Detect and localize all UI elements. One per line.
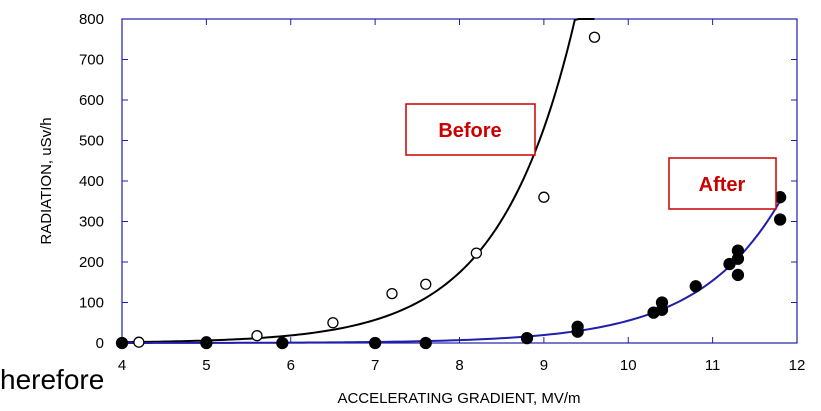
- data-point-after: [731, 244, 745, 257]
- data-point-after: [655, 296, 669, 309]
- data-point-after: [200, 336, 213, 350]
- data-point-before: [386, 287, 398, 300]
- y-tick-label: 200: [79, 254, 104, 271]
- data-point-after: [773, 213, 787, 226]
- fit-curve-after: [122, 200, 781, 344]
- x-tick-label: 5: [202, 357, 210, 374]
- y-axis-title: RADIATION, uSv/h: [38, 117, 55, 244]
- data-point-before: [133, 336, 145, 348]
- data-point-before: [420, 278, 432, 290]
- data-point-after: [689, 280, 702, 293]
- after-callout-box: [668, 157, 777, 210]
- fit-curve-before: [121, 18, 595, 344]
- data-point-before: [470, 247, 483, 259]
- after-callout-label: After: [699, 174, 746, 196]
- y-tick-label: 500: [79, 133, 104, 150]
- data-point-after: [276, 336, 289, 350]
- before-callout-label: Before: [438, 120, 501, 142]
- x-tick-label: 4: [118, 357, 126, 374]
- x-axis-ticks: 4 5 6 7 8 9 10 11 12: [118, 19, 806, 374]
- x-tick-label: 10: [620, 357, 637, 374]
- x-tick-label: 7: [371, 357, 379, 374]
- before-callout-box: [405, 103, 536, 156]
- data-point-before: [588, 31, 601, 43]
- x-tick-label: 12: [789, 357, 806, 374]
- y-axis-ticks: 0 100 200 300 400 500 600 700 800: [79, 11, 797, 352]
- data-point-before: [538, 191, 550, 203]
- y-tick-label: 700: [79, 52, 104, 69]
- y-tick-label: 800: [79, 11, 104, 28]
- x-tick-label: 6: [287, 357, 295, 374]
- x-axis-title: ACCELERATING GRADIENT, MV/m: [337, 390, 580, 407]
- x-tick-label: 9: [540, 357, 548, 374]
- after-callout: After: [668, 157, 777, 210]
- data-point-after: [520, 331, 534, 345]
- data-point-after: [731, 268, 745, 282]
- data-points: [115, 31, 787, 350]
- y-tick-label: 0: [96, 335, 104, 352]
- data-point-after: [571, 320, 584, 333]
- y-tick-label: 400: [79, 173, 104, 190]
- data-point-before: [251, 330, 263, 342]
- cropped-slide-text: herefore: [0, 364, 105, 395]
- y-tick-label: 100: [79, 295, 104, 312]
- x-tick-label: 8: [455, 357, 463, 374]
- y-tick-label: 600: [79, 92, 104, 109]
- before-callout: Before: [405, 103, 536, 156]
- data-point-before: [327, 317, 339, 329]
- x-tick-label: 11: [705, 357, 721, 374]
- y-tick-label: 300: [79, 214, 104, 231]
- data-point-after: [368, 336, 382, 350]
- data-point-after: [419, 336, 432, 350]
- data-point-after: [115, 336, 129, 350]
